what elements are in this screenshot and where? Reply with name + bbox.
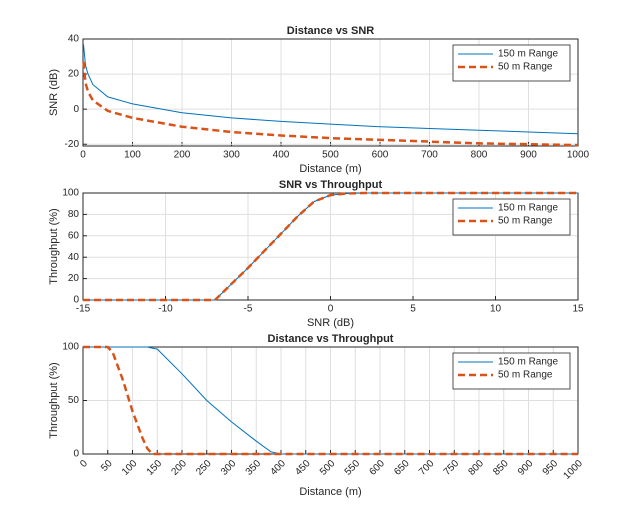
chart-title: Distance vs Throughput [268, 333, 394, 345]
chart-title: Distance vs SNR [287, 25, 374, 37]
x-tick-label: 250 [194, 458, 214, 478]
x-tick-label: 600 [367, 458, 387, 478]
legend-box [452, 198, 571, 236]
x-tick-label: 550 [343, 458, 363, 478]
series-line [83, 44, 579, 135]
x-tick-label: 200 [174, 150, 191, 161]
x-tick-label: 300 [219, 458, 239, 478]
x-tick-label: -10 [158, 304, 173, 315]
series-line [83, 346, 578, 455]
x-tick-label: 15 [572, 304, 584, 315]
y-axis-label: SNR (dB) [48, 69, 60, 116]
x-tick-label: 300 [223, 150, 240, 161]
x-tick-label: 700 [417, 458, 437, 478]
y-tick-label: 80 [68, 209, 80, 220]
legend-label: 150 m Range [498, 357, 558, 368]
legend-label: 50 m Range [498, 216, 553, 227]
y-axis-label: Throughput (%) [48, 208, 60, 284]
x-tick-label: 950 [541, 458, 561, 478]
x-tick-label: 500 [322, 150, 339, 161]
x-axis-label: Distance (m) [299, 486, 361, 498]
x-tick-label: 700 [421, 150, 438, 161]
x-tick-label: 150 [145, 458, 165, 478]
x-tick-label: 900 [516, 458, 536, 478]
x-tick-label: 0 [328, 304, 334, 315]
x-tick-label: 0 [80, 150, 86, 161]
y-tick-label: 100 [62, 342, 79, 353]
axes-box [82, 192, 579, 301]
legend-box [452, 44, 571, 82]
x-tick-label: 10 [490, 304, 502, 315]
y-tick-label: 0 [73, 104, 79, 115]
x-axis-label: Distance (m) [299, 163, 361, 175]
x-tick-label: 750 [442, 458, 462, 478]
axes-box [82, 38, 579, 147]
x-tick-label: 5 [410, 304, 416, 315]
chart-title: SNR vs Throughput [279, 179, 383, 191]
x-tick-label: 850 [491, 458, 511, 478]
legend-label: 50 m Range [498, 62, 553, 73]
x-tick-label: -5 [244, 304, 253, 315]
legend-label: 150 m Range [498, 203, 558, 214]
y-tick-label: 0 [73, 449, 79, 460]
x-tick-label: 400 [273, 150, 290, 161]
y-tick-label: 60 [68, 230, 80, 241]
x-tick-label: 800 [466, 458, 486, 478]
series-line [83, 345, 578, 456]
legend-label: 150 m Range [498, 49, 558, 60]
x-tick-label: 1000 [561, 458, 585, 482]
x-tick-label: 100 [124, 150, 141, 161]
y-tick-label: 20 [68, 273, 80, 284]
legend-box [452, 352, 571, 390]
x-tick-label: 100 [120, 458, 140, 478]
y-tick-label: -20 [65, 139, 80, 150]
x-tick-label: 400 [268, 458, 288, 478]
x-tick-label: 600 [372, 150, 389, 161]
y-tick-label: 0 [73, 295, 79, 306]
y-tick-label: 20 [68, 69, 80, 80]
legend-label: 50 m Range [498, 370, 553, 381]
x-axis-label: SNR (dB) [307, 317, 354, 329]
x-tick-label: 50 [99, 458, 115, 474]
series-line [82, 61, 579, 147]
x-tick-label: 0 [78, 458, 90, 470]
x-tick-label: 800 [471, 150, 488, 161]
y-tick-label: 100 [62, 188, 79, 199]
y-tick-label: 50 [68, 395, 80, 406]
y-tick-label: 40 [68, 252, 80, 263]
x-tick-label: 650 [392, 458, 412, 478]
x-tick-label: 200 [169, 458, 189, 478]
y-tick-label: 40 [68, 34, 80, 45]
x-tick-label: 450 [293, 458, 313, 478]
x-tick-label: 1000 [567, 150, 590, 161]
x-tick-label: -15 [76, 304, 91, 315]
series-line [83, 191, 578, 302]
y-axis-label: Throughput (%) [48, 362, 60, 438]
x-tick-label: 350 [244, 458, 264, 478]
x-tick-label: 500 [318, 458, 338, 478]
x-tick-label: 900 [520, 150, 537, 161]
